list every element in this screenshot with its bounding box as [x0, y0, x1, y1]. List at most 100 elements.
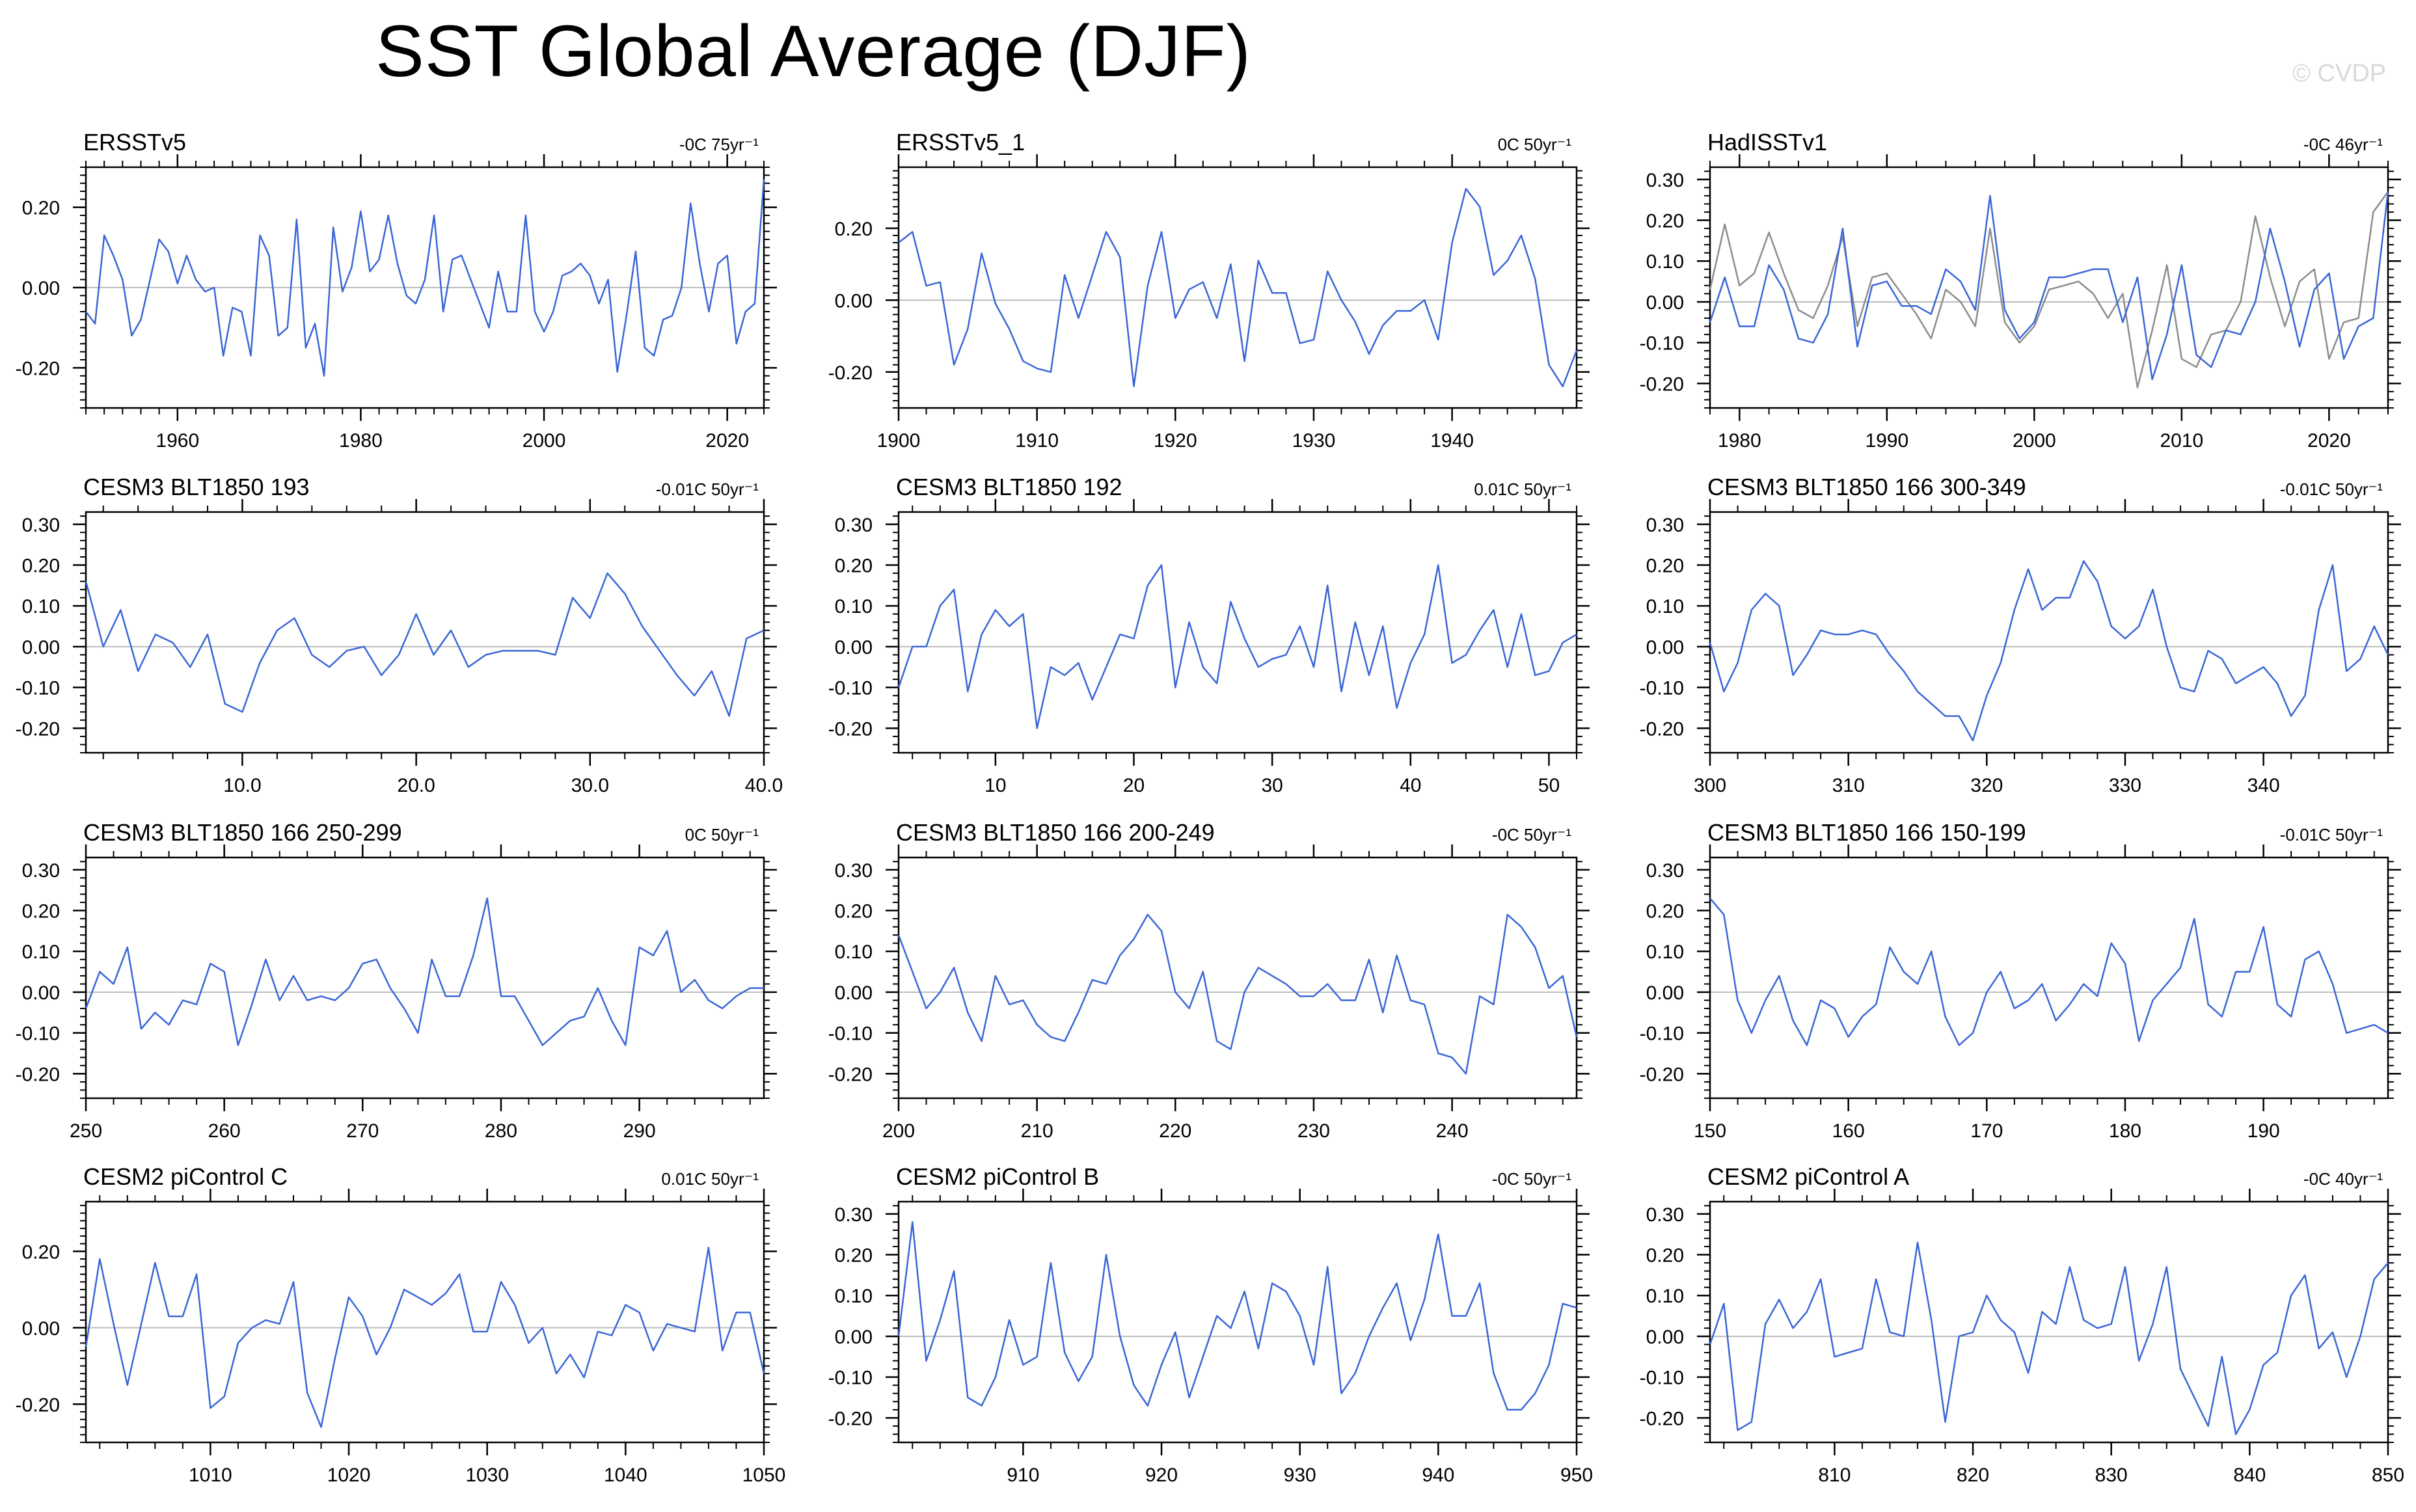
y-tick-label: 0.20: [1646, 901, 1684, 923]
y-tick-label: 0.30: [22, 515, 60, 536]
x-tick-label: 50: [1538, 775, 1560, 796]
series-line-cesm2-picontrol-c: [85, 1247, 765, 1428]
x-tick-label: 240: [1436, 1120, 1469, 1142]
x-tick-label: 910: [1007, 1465, 1039, 1486]
chart-panel-8: CESM3 BLT1850 166 200-249 -0C 50yr⁻¹ -0.20…: [828, 819, 1590, 1142]
y-tick-label: -0.20: [16, 1394, 60, 1416]
y-tick-label: 0.00: [1646, 1327, 1684, 1348]
x-tick-label: 2020: [2307, 430, 2351, 452]
panel-title: CESM3 BLT1850 166 250-299: [83, 819, 402, 846]
panel-title: ERSSTv5_1: [896, 129, 1025, 155]
y-tick-label: 0.20: [835, 219, 873, 240]
x-tick-label: 150: [1694, 1120, 1726, 1142]
plot-frame: [897, 1200, 1578, 1444]
y-tick-label: -0.20: [16, 358, 60, 379]
x-tick-label: 10: [984, 775, 1006, 796]
x-tick-label: 40.0: [745, 775, 783, 796]
x-tick-label: 330: [2109, 775, 2141, 796]
series-line-cesm2-picontrol-b: [897, 1221, 1577, 1411]
y-tick-label: 0.30: [835, 515, 873, 536]
y-tick-label: 0.00: [1646, 292, 1684, 314]
y-tick-label: 0.00: [22, 278, 60, 299]
y-tick-label: 0.30: [22, 860, 60, 882]
x-tick-label: 2000: [2013, 430, 2056, 452]
x-tick-label: 20.0: [397, 775, 435, 796]
x-tick-label: 2010: [2160, 430, 2203, 452]
y-tick-label: -0.20: [1640, 718, 1684, 740]
y-tick-label: 0.00: [22, 637, 60, 658]
chart-panel-2: ERSSTv5_1 0C 50yr⁻¹ -0.20 0.00 0.20 1900 1910 1…: [828, 129, 1590, 452]
plot-frame: [1709, 511, 2389, 754]
chart-panel-12: CESM2 piControl A -0C 40yr⁻¹ -0.20 -0.10 0.0…: [1640, 1163, 2404, 1486]
x-tick-label: 310: [1832, 775, 1865, 796]
y-tick-label: 0.10: [1646, 941, 1684, 963]
y-tick-label: 0.20: [835, 1245, 873, 1267]
y-tick-label: 0.00: [835, 1327, 873, 1348]
y-tick-label: 0.20: [22, 198, 60, 219]
panel-trend-label: -0.01C 50yr⁻¹: [656, 479, 759, 499]
y-tick-label: 0.00: [1646, 637, 1684, 658]
x-tick-label: 1050: [742, 1465, 786, 1486]
x-tick-label: 210: [1021, 1120, 1053, 1142]
panel-title: CESM3 BLT1850 193: [83, 474, 310, 500]
x-tick-label: 810: [1818, 1465, 1851, 1486]
panel-trend-label: 0.01C 50yr⁻¹: [1474, 479, 1571, 499]
y-tick-label: 0.00: [835, 637, 873, 658]
x-tick-label: 170: [1970, 1120, 2003, 1142]
y-tick-label: -0.10: [16, 678, 60, 699]
chart-panel-9: CESM3 BLT1850 166 150-199 -0.01C 50yr⁻¹ -0…: [1640, 819, 2401, 1142]
series-line-cesm3-blt1850-192: [897, 564, 1577, 729]
x-tick-label: 1960: [156, 430, 199, 452]
series-line-cesm3-blt1850-166-300-349: [1709, 560, 2389, 742]
series-line-cesm3-blt1850-166-200-249: [897, 913, 1578, 1075]
panel-trend-label: -0C 50yr⁻¹: [1492, 825, 1571, 844]
y-tick-label: -0.10: [1640, 333, 1684, 355]
panel-title: CESM3 BLT1850 166 150-199: [1707, 819, 2026, 846]
x-tick-label: 1040: [604, 1465, 647, 1486]
x-tick-label: 40: [1400, 775, 1421, 796]
x-tick-label: 950: [1560, 1465, 1593, 1486]
x-tick-label: 1980: [339, 430, 383, 452]
plot-frame: [85, 856, 765, 1100]
panel-trend-label: 0.01C 50yr⁻¹: [661, 1169, 759, 1189]
y-tick-label: 0.20: [22, 901, 60, 923]
x-tick-label: 230: [1297, 1120, 1330, 1142]
plot-frame: [85, 1200, 765, 1444]
y-tick-label: 0.10: [22, 941, 60, 963]
series-line-cesm3-blt1850-166-150-199: [1709, 897, 2389, 1046]
y-tick-label: -0.10: [16, 1023, 60, 1045]
x-tick-label: 190: [2247, 1120, 2280, 1142]
series-line-cesm2-picontrol-a: [1709, 1241, 2389, 1435]
x-tick-label: 10.0: [223, 775, 261, 796]
x-tick-label: 300: [1694, 775, 1726, 796]
y-tick-label: 0.30: [1646, 860, 1684, 882]
x-tick-label: 1910: [1015, 430, 1059, 452]
x-tick-label: 850: [2372, 1465, 2404, 1486]
series-line-ersstv5: [1709, 191, 2389, 388]
y-tick-label: 0.20: [835, 556, 873, 577]
chart-panel-10: CESM2 piControl C 0.01C 50yr⁻¹ -0.20 0.00 0.…: [16, 1163, 786, 1486]
y-tick-label: 0.10: [22, 596, 60, 617]
y-tick-label: -0.10: [1640, 678, 1684, 699]
y-tick-label: -0.20: [828, 1064, 873, 1085]
y-tick-label: 0.00: [22, 982, 60, 1004]
y-tick-label: 0.10: [835, 1286, 873, 1307]
y-tick-label: 0.20: [1646, 211, 1684, 232]
y-tick-label: -0.20: [828, 1408, 873, 1429]
y-tick-label: -0.10: [828, 678, 873, 699]
y-tick-label: -0.20: [1640, 1064, 1684, 1085]
plot-frame: [1709, 856, 2389, 1100]
x-tick-label: 1930: [1292, 430, 1336, 452]
y-tick-label: 0.10: [1646, 251, 1684, 273]
y-tick-label: 0.20: [22, 556, 60, 577]
x-tick-label: 270: [346, 1120, 379, 1142]
panel-trend-label: -0C 40yr⁻¹: [2303, 1169, 2383, 1189]
x-tick-label: 1900: [877, 430, 921, 452]
plot-frame: [1709, 1200, 2389, 1444]
panel-title: CESM2 piControl B: [896, 1163, 1099, 1190]
y-tick-label: -0.10: [828, 1368, 873, 1389]
y-tick-label: 0.10: [1646, 596, 1684, 617]
x-tick-label: 830: [2095, 1465, 2128, 1486]
chart-panel-6: CESM3 BLT1850 166 300-349 -0.01C 50yr⁻¹ -0…: [1640, 474, 2401, 796]
y-tick-label: 0.00: [1646, 982, 1684, 1004]
